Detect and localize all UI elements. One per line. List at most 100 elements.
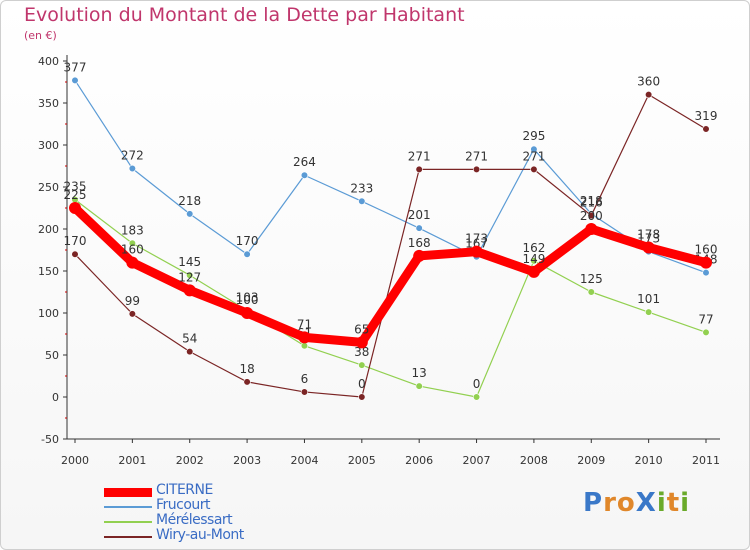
data-label: 235 — [64, 180, 87, 194]
y-tick-label: 150 — [38, 265, 59, 278]
data-label: 264 — [293, 155, 316, 169]
data-point — [702, 125, 710, 133]
data-label: 125 — [580, 272, 603, 286]
data-point — [300, 388, 309, 396]
data-point — [300, 342, 309, 350]
x-tick-label: 2009 — [577, 454, 605, 467]
data-label: 6 — [301, 372, 309, 386]
data-label: 271 — [408, 149, 431, 163]
y-tick-label: -50 — [41, 433, 59, 446]
data-label: 13 — [412, 366, 427, 380]
data-label: 233 — [350, 181, 373, 195]
data-label: 216 — [580, 196, 603, 210]
data-point — [186, 348, 194, 356]
data-label: 103 — [236, 290, 259, 304]
data-point — [587, 211, 595, 220]
data-label: 200 — [580, 209, 603, 223]
data-label: 77 — [698, 312, 713, 326]
x-tick-label: 2002 — [176, 454, 204, 467]
logo-letter: t — [666, 488, 681, 518]
data-point — [415, 224, 423, 232]
data-label: 271 — [522, 149, 545, 163]
data-label: 160 — [121, 243, 144, 257]
data-label: 295 — [522, 129, 545, 143]
data-point — [527, 265, 540, 278]
data-point — [645, 308, 653, 316]
data-label: 360 — [637, 75, 660, 89]
data-label: 65 — [354, 322, 369, 336]
data-point — [126, 256, 139, 269]
data-label: 71 — [297, 317, 312, 331]
data-label: 99 — [125, 294, 140, 308]
data-point — [700, 256, 712, 269]
data-point — [241, 307, 254, 319]
data-label: 183 — [121, 223, 144, 237]
data-label: 173 — [465, 232, 488, 246]
data-label: 170 — [64, 234, 87, 248]
data-label: 377 — [64, 60, 87, 74]
data-label: 100 — [236, 293, 259, 307]
data-label: 272 — [121, 149, 144, 163]
data-point — [128, 310, 136, 318]
legend-label: CITERNE — [156, 482, 213, 498]
data-point — [71, 76, 79, 84]
data-point — [358, 393, 366, 401]
logo-letter: i — [656, 488, 667, 518]
legend-swatch — [104, 487, 152, 497]
x-tick-label: 2008 — [520, 454, 548, 467]
data-point — [69, 202, 81, 214]
data-point — [128, 164, 136, 173]
logo-letter: r — [603, 488, 617, 518]
data-label: 319 — [695, 109, 718, 123]
y-tick-label: 250 — [38, 181, 59, 194]
data-label: 170 — [236, 234, 259, 248]
data-point — [702, 269, 710, 277]
logo-letter: i — [680, 488, 691, 518]
x-tick-label: 2001 — [118, 454, 146, 467]
legend-label: Wiry-au-Mont — [156, 527, 244, 543]
data-point — [186, 271, 194, 279]
data-label: 218 — [178, 194, 201, 208]
data-point — [186, 210, 194, 218]
data-label: 168 — [408, 236, 431, 250]
y-tick-label: 100 — [38, 307, 59, 320]
data-label: 0 — [358, 377, 366, 391]
data-point — [243, 250, 251, 258]
x-tick-label: 2003 — [233, 454, 261, 467]
data-point — [585, 223, 598, 235]
legend-swatch — [104, 521, 152, 523]
data-point — [298, 331, 311, 344]
x-tick-label: 2005 — [348, 454, 376, 467]
data-point — [243, 378, 251, 386]
data-point — [702, 328, 710, 336]
data-point — [530, 145, 538, 153]
data-label: 54 — [182, 332, 197, 346]
data-point — [415, 382, 423, 390]
y-tick-label: 350 — [38, 97, 59, 110]
data-label: 0 — [473, 377, 481, 391]
series-line-mérélessart — [74, 199, 707, 398]
logo-letter: X — [635, 488, 657, 518]
logo-letter: P — [583, 488, 604, 518]
data-label: 178 — [637, 227, 660, 241]
data-label: 201 — [408, 208, 431, 222]
data-label: 149 — [522, 252, 545, 266]
x-tick-label: 2007 — [463, 454, 491, 467]
x-tick-label: 2011 — [692, 454, 720, 467]
data-point — [645, 90, 653, 99]
data-label: 38 — [354, 345, 369, 359]
legend-swatch — [104, 536, 152, 538]
data-point — [415, 165, 423, 173]
logo-letter: o — [616, 488, 636, 518]
data-label: 18 — [239, 362, 254, 376]
legend-label: Mérélessart — [156, 512, 233, 528]
series-line-frucourt — [74, 79, 707, 274]
data-label: 101 — [637, 292, 660, 306]
x-tick-label: 2006 — [405, 454, 433, 467]
chart-title: Evolution du Montant de la Dette par Hab… — [24, 4, 465, 26]
y-tick-label: 200 — [38, 223, 59, 236]
y-tick-label: 300 — [38, 139, 59, 152]
data-label: 167 — [465, 237, 488, 251]
series-line-citerne — [70, 203, 711, 347]
